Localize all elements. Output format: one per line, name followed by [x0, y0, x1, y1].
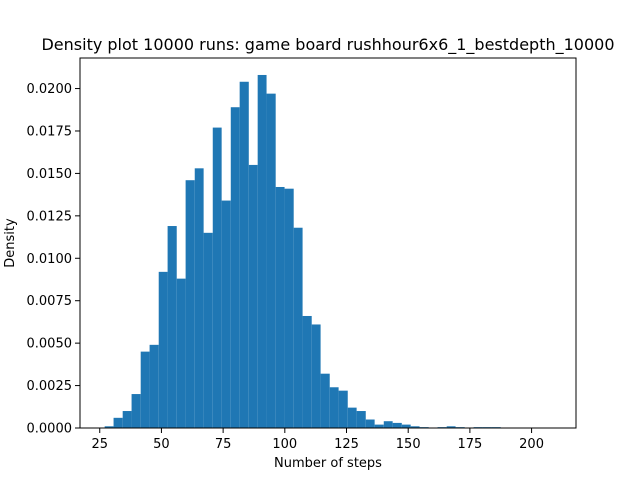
histogram-bar: [338, 390, 348, 428]
histogram-bar: [275, 186, 285, 428]
histogram-bar: [113, 417, 123, 428]
histogram-bar: [284, 188, 294, 428]
histogram-bar: [185, 180, 195, 428]
x-tick-label: 200: [519, 437, 544, 452]
y-tick-label: 0.0125: [27, 209, 73, 224]
histogram-bar: [149, 344, 159, 428]
x-tick-label: 75: [215, 437, 232, 452]
histogram-bar: [365, 419, 375, 428]
histogram-bar: [329, 387, 339, 428]
y-axis: 0.0000 0.0025 0.0050 0.0075 0.0100 0.0125 0.01…: [27, 82, 80, 437]
bars-layer: [104, 74, 501, 429]
histogram-bar: [410, 426, 420, 428]
histogram-bar: [104, 426, 114, 428]
histogram-bar: [194, 168, 204, 428]
histogram-bar: [140, 351, 150, 428]
y-tick-label: 0.0025: [27, 379, 73, 394]
histogram-bar: [320, 373, 330, 428]
histogram-bar: [212, 127, 222, 428]
y-tick-label: 0.0050: [27, 337, 73, 352]
histogram-bar: [383, 421, 393, 428]
histogram-bar: [374, 424, 384, 428]
histogram-bar: [239, 81, 249, 428]
histogram-bar: [401, 424, 411, 428]
x-tick-label: 125: [334, 437, 359, 452]
histogram-bar: [122, 411, 132, 428]
x-tick-label: 100: [272, 437, 297, 452]
histogram-bar: [230, 107, 240, 428]
histogram-bar: [446, 426, 456, 428]
histogram-bar: [203, 232, 213, 428]
x-tick-label: 25: [91, 437, 108, 452]
histogram-bar: [221, 200, 231, 428]
x-axis-title: Number of steps: [274, 456, 382, 471]
histogram-bar: [131, 394, 141, 428]
chart-title: Density plot 10000 runs: game board rush…: [41, 35, 614, 55]
histogram-bar: [311, 324, 321, 428]
histogram-bar: [176, 278, 186, 428]
x-tick-label: 50: [153, 437, 170, 452]
y-tick-label: 0.0100: [27, 252, 73, 267]
x-tick-label: 175: [457, 437, 482, 452]
histogram-bar: [167, 226, 177, 428]
histogram-bar: [257, 74, 267, 429]
y-axis-title: Density: [3, 218, 18, 268]
y-tick-label: 0.0000: [27, 422, 73, 437]
y-tick-label: 0.0075: [27, 294, 73, 309]
histogram-bar: [248, 164, 258, 428]
y-tick-label: 0.0175: [27, 124, 73, 139]
histogram-bar: [347, 407, 357, 428]
histogram-bar: [392, 422, 402, 428]
histogram-bar: [293, 227, 303, 428]
histogram-bar: [158, 271, 168, 428]
y-tick-label: 0.0200: [27, 82, 73, 97]
x-tick-label: 150: [396, 437, 421, 452]
histogram-bar: [356, 411, 366, 428]
histogram-bar: [302, 315, 312, 428]
plot-frame: [79, 57, 577, 429]
x-axis: 25 50 75 100 125 150 175 200: [91, 428, 544, 452]
histogram-bar: [266, 93, 276, 428]
y-tick-label: 0.0150: [27, 167, 73, 182]
